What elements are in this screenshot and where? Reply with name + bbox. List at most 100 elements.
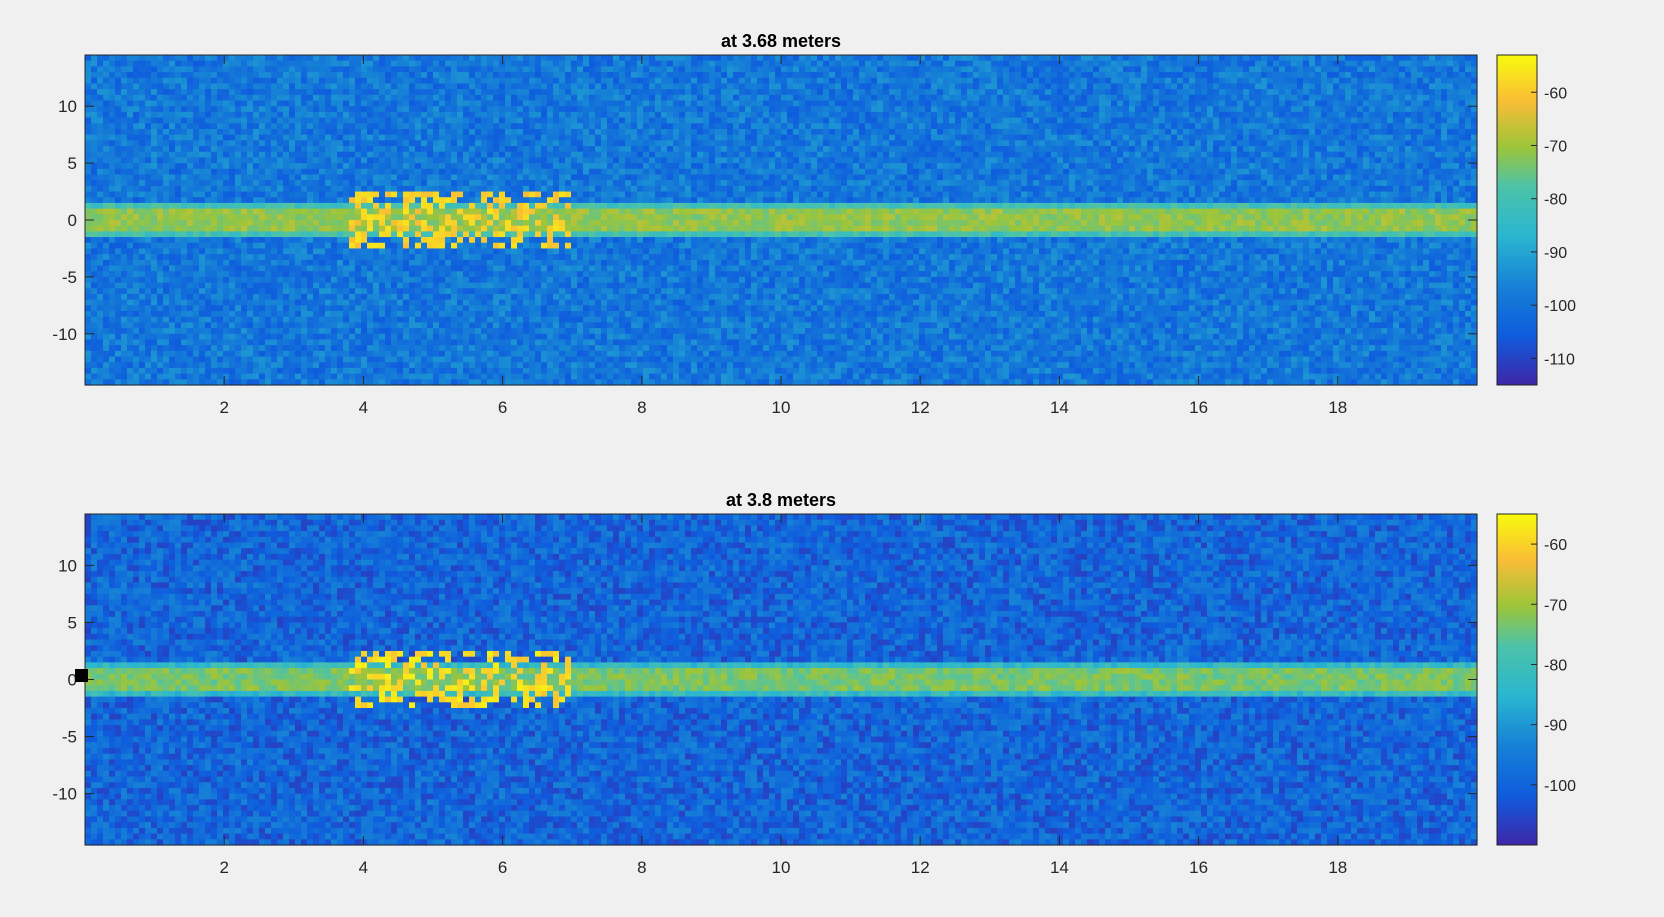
heatmap-cell bbox=[823, 77, 830, 85]
heatmap-cell bbox=[1183, 66, 1190, 73]
heatmap-cell bbox=[517, 100, 524, 107]
heatmap-cell bbox=[325, 111, 332, 119]
heatmap-cell bbox=[997, 123, 1004, 130]
heatmap-cell bbox=[409, 66, 416, 73]
heatmap-cell bbox=[853, 128, 860, 136]
heatmap-cell bbox=[1183, 111, 1190, 119]
heatmap-cell bbox=[181, 151, 188, 159]
heatmap-cell bbox=[775, 140, 782, 147]
heatmap-cell bbox=[559, 157, 566, 164]
heatmap-cell bbox=[409, 106, 416, 113]
heatmap-cell bbox=[841, 168, 848, 176]
heatmap-cell bbox=[931, 146, 938, 153]
heatmap-cell bbox=[1015, 89, 1022, 96]
heatmap-cell bbox=[1369, 128, 1376, 136]
heatmap-cell bbox=[175, 106, 182, 113]
heatmap-cell bbox=[1015, 106, 1022, 113]
heatmap-cell bbox=[673, 168, 680, 176]
heatmap-cell bbox=[463, 174, 470, 181]
heatmap-cell bbox=[469, 72, 476, 79]
heatmap-cell bbox=[1027, 94, 1034, 102]
heatmap-cell bbox=[427, 168, 434, 176]
heatmap-cell bbox=[1117, 157, 1124, 164]
heatmap-cell bbox=[925, 168, 932, 176]
heatmap-cell bbox=[493, 134, 500, 141]
heatmap-cell bbox=[325, 106, 332, 113]
heatmap-cell bbox=[175, 100, 182, 107]
heatmap-cell bbox=[1465, 94, 1472, 102]
heatmap-cell bbox=[523, 123, 530, 130]
heatmap-cell bbox=[151, 117, 158, 124]
heatmap-cell bbox=[775, 72, 782, 79]
heatmap-cell bbox=[1027, 163, 1034, 170]
heatmap-cell bbox=[853, 163, 860, 170]
heatmap-cell bbox=[1261, 55, 1268, 62]
heatmap-cell bbox=[259, 106, 266, 113]
heatmap-cell bbox=[337, 77, 344, 85]
heatmap-cell bbox=[1039, 168, 1046, 176]
heatmap-cell bbox=[103, 60, 110, 67]
heatmap-cell bbox=[139, 157, 146, 164]
heatmap-cell bbox=[973, 72, 980, 79]
heatmap-cell bbox=[517, 60, 524, 67]
heatmap-cell bbox=[949, 106, 956, 113]
heatmap-cell bbox=[373, 77, 380, 85]
heatmap-cell bbox=[1165, 157, 1172, 164]
heatmap-cell bbox=[463, 100, 470, 107]
heatmap-cell bbox=[733, 106, 740, 113]
heatmap-cell bbox=[919, 111, 926, 119]
heatmap-cell bbox=[1387, 163, 1394, 170]
heatmap-cell bbox=[175, 163, 182, 170]
heatmap-cell bbox=[433, 94, 440, 102]
heatmap-cell bbox=[589, 55, 596, 62]
heatmap-cell bbox=[1279, 111, 1286, 119]
heatmap-cell bbox=[985, 72, 992, 79]
heatmap-cell bbox=[1387, 157, 1394, 164]
heatmap-cell bbox=[1159, 77, 1166, 85]
heatmap-cell bbox=[1201, 100, 1208, 107]
heatmap-cell bbox=[133, 106, 140, 113]
heatmap-cell bbox=[985, 94, 992, 102]
heatmap-cell bbox=[1243, 111, 1250, 119]
heatmap-cell bbox=[355, 140, 362, 147]
heatmap-cell bbox=[1189, 111, 1196, 119]
heatmap-cell bbox=[1207, 123, 1214, 130]
heatmap-cell bbox=[487, 72, 494, 79]
heatmap-cell bbox=[1195, 157, 1202, 164]
heatmap-cell bbox=[313, 157, 320, 164]
heatmap-cell bbox=[691, 163, 698, 170]
heatmap-cell bbox=[1285, 134, 1292, 141]
heatmap-cell bbox=[367, 157, 374, 164]
heatmap-cell bbox=[1393, 83, 1400, 90]
heatmap-cell bbox=[799, 55, 806, 62]
heatmap-cell bbox=[313, 140, 320, 147]
heatmap-cell bbox=[199, 134, 206, 141]
heatmap-cell bbox=[595, 77, 602, 85]
heatmap-cell bbox=[1213, 94, 1220, 102]
heatmap-cell bbox=[1081, 123, 1088, 130]
heatmap-cell bbox=[775, 100, 782, 107]
heatmap-cell bbox=[235, 111, 242, 119]
heatmap-cell bbox=[1003, 140, 1010, 147]
heatmap-cell bbox=[367, 151, 374, 159]
heatmap-cell bbox=[745, 60, 752, 67]
heatmap-cell bbox=[1171, 157, 1178, 164]
heatmap-cell bbox=[1183, 128, 1190, 136]
heatmap-cell bbox=[283, 111, 290, 119]
heatmap-cell bbox=[391, 140, 398, 147]
heatmap-cell bbox=[565, 123, 572, 130]
heatmap-cell bbox=[253, 123, 260, 130]
heatmap-cell bbox=[1159, 111, 1166, 119]
heatmap-cell bbox=[523, 83, 530, 90]
heatmap-cell bbox=[1363, 94, 1370, 102]
heatmap-cell bbox=[1435, 134, 1442, 141]
heatmap-cell bbox=[907, 163, 914, 170]
heatmap-cell bbox=[325, 123, 332, 130]
heatmap-cell bbox=[1009, 60, 1016, 67]
heatmap-cell bbox=[895, 106, 902, 113]
heatmap-cell bbox=[529, 66, 536, 73]
heatmap-cell bbox=[547, 100, 554, 107]
heatmap-cell bbox=[547, 151, 554, 159]
heatmap-cell bbox=[817, 77, 824, 85]
heatmap-cell bbox=[247, 66, 254, 73]
